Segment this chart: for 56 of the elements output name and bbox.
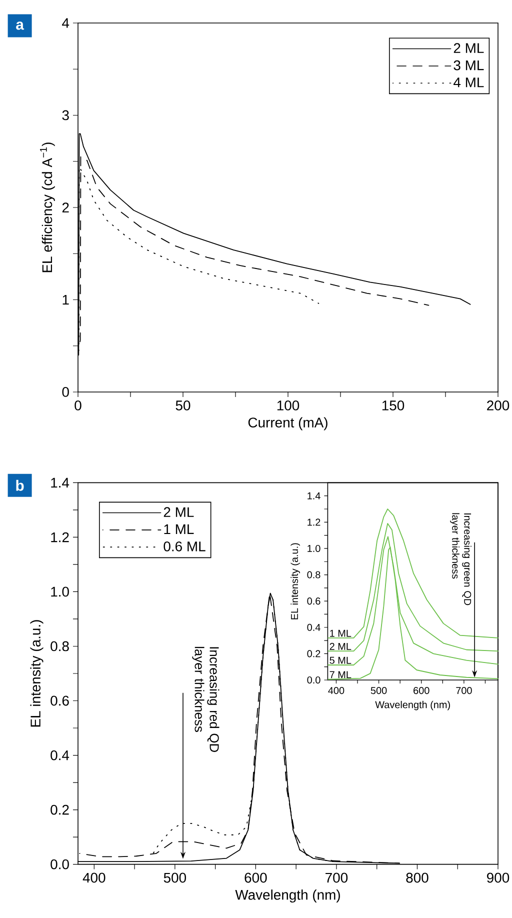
y-tick-label: 0.8 xyxy=(307,571,320,578)
y-tick-label: 1 xyxy=(62,294,69,305)
x-tick-label: 0 xyxy=(74,400,82,410)
annotation: Increasing red QD layer thickness xyxy=(192,646,220,752)
series-label: 1 ML xyxy=(330,630,352,637)
x-tick-label: 50 xyxy=(176,400,190,410)
y-tick-label: 1.2 xyxy=(51,532,69,542)
x-tick-label: 700 xyxy=(456,687,472,694)
chart-title: b xyxy=(16,480,24,491)
y-tick-label: 1.2 xyxy=(308,518,320,526)
y-axis-title: EL intensity (a.u.) xyxy=(30,620,44,727)
x-tick-label: 100 xyxy=(277,400,300,410)
y-axis-title: EL efficiency (cd A$^{−1}$) xyxy=(40,142,55,272)
y-tick-label: 0.0 xyxy=(307,676,320,684)
x-tick-label: 700 xyxy=(326,872,348,883)
y-tick-label: 1.0 xyxy=(308,544,320,552)
legend-label: 2 ML xyxy=(454,43,484,53)
y-tick-label: 1.4 xyxy=(51,478,70,488)
legend-label: 1 ML xyxy=(164,524,194,534)
x-tick-label: 150 xyxy=(382,400,404,410)
y-tick-label: 0.2 xyxy=(307,650,320,658)
y-tick-label: 0.6 xyxy=(307,598,320,605)
y-tick-label: 1.4 xyxy=(308,492,320,500)
y-tick-label: 4 xyxy=(62,18,70,28)
x-tick-label: 600 xyxy=(414,687,430,694)
y-tick-label: 0.0 xyxy=(50,859,69,870)
y-axis-title: EL intensity (a.u.) xyxy=(290,543,300,620)
x-tick-label: 400 xyxy=(82,872,106,883)
y-tick-label: 0.4 xyxy=(50,750,70,760)
x-tick-label: 500 xyxy=(164,872,186,883)
legend-label: 3 ML xyxy=(454,60,484,70)
y-tick-label: 3 xyxy=(62,110,69,120)
legend-label: 2 ML xyxy=(164,507,194,517)
chart-title: a xyxy=(16,22,24,30)
y-tick-label: 2 xyxy=(62,202,69,212)
x-tick-label: 900 xyxy=(487,872,510,883)
series-label: 2 ML xyxy=(330,642,352,650)
x-tick-label: 200 xyxy=(487,400,510,410)
x-tick-label: 400 xyxy=(328,687,344,694)
y-tick-label: 0.4 xyxy=(307,624,320,631)
x-tick-label: 500 xyxy=(370,687,387,694)
x-tick-label: 800 xyxy=(406,872,428,883)
y-tick-label: 0 xyxy=(62,387,69,397)
y-tick-label: 0.2 xyxy=(50,804,69,815)
y-tick-label: 0.6 xyxy=(50,696,69,706)
legend-label: 0.6 ML xyxy=(164,541,206,552)
legend-label: 4 ML xyxy=(454,78,484,88)
x-tick-label: 600 xyxy=(244,872,267,883)
annotation: Increasing green QD layer thickness xyxy=(450,513,472,606)
y-tick-label: 0.8 xyxy=(50,641,69,652)
x-axis-title: Current (mA) xyxy=(248,417,328,430)
x-axis-title: Wavelength (nm) xyxy=(235,890,340,903)
series-label: 7 ML xyxy=(330,671,352,678)
series-label: 5 ML xyxy=(330,656,352,664)
x-axis-title: Wavelength (nm) xyxy=(375,700,450,710)
y-tick-label: 1.0 xyxy=(51,586,69,597)
